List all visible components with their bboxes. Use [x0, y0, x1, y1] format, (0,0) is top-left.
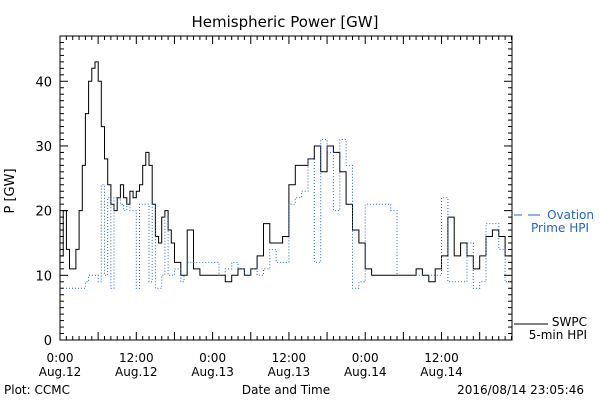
y-tick-label: 40	[35, 75, 52, 90]
x-tick-label-time: 0:00	[47, 351, 74, 365]
y-tick-label: 0	[44, 334, 52, 349]
legend-ovation-label-1: Ovation	[547, 208, 594, 222]
x-tick-label-date: Aug.12	[115, 365, 158, 379]
y-tick-label: 10	[35, 269, 52, 284]
x-tick-label-time: 0:00	[199, 351, 226, 365]
x-tick-label-time: 12:00	[119, 351, 154, 365]
x-tick-label-date: Aug.13	[191, 365, 234, 379]
plot-frame	[59, 35, 513, 341]
x-tick-label-date: Aug.14	[420, 365, 463, 379]
series-layer	[60, 61, 513, 289]
y-axis-label: P [GW]	[3, 168, 18, 213]
x-axis: 0:00Aug.1212:00Aug.120:00Aug.1312:00Aug.…	[39, 36, 512, 379]
x-axis-label: Date and Time	[242, 383, 330, 397]
x-tick-label-time: 12:00	[272, 351, 307, 365]
y-tick-label: 20	[35, 205, 52, 220]
chart-title: Hemispheric Power [GW]	[192, 13, 379, 31]
swpc-hpi-line	[60, 61, 513, 283]
x-tick-label-date: Aug.13	[268, 365, 311, 379]
x-tick-label-date: Aug.12	[39, 365, 82, 379]
legend-swpc-label-2: 5-min HPI	[529, 328, 587, 342]
legend-ovation-label-2: Prime HPI	[531, 221, 589, 235]
plot-credit: Plot: CCMC	[4, 383, 70, 397]
legend-swpc-label-1: SWPC	[552, 315, 587, 329]
x-tick-label-time: 12:00	[424, 351, 459, 365]
y-tick-label: 30	[35, 140, 52, 155]
x-tick-label-time: 0:00	[352, 351, 379, 365]
ovation-prime-hpi-line	[60, 139, 513, 289]
plot-timestamp: 2016/08/14 23:05:46	[457, 383, 584, 397]
y-axis: 0 10 20 30 40	[35, 35, 512, 349]
x-tick-label-date: Aug.14	[344, 365, 387, 379]
